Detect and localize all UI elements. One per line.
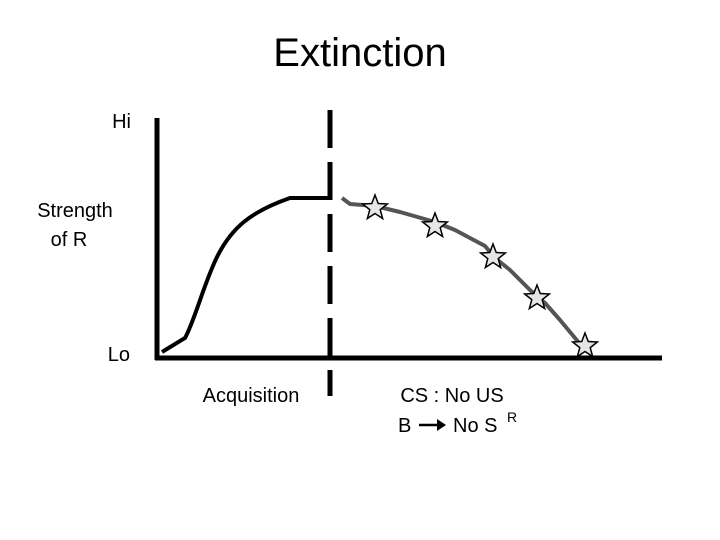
y-axis-label: Strength [37, 200, 113, 222]
trial-star [361, 194, 389, 220]
phase-label: CS : No US [400, 385, 503, 407]
acquisition-curve [160, 196, 330, 354]
y-low-label: Lo [108, 344, 130, 366]
rule-response: B [398, 415, 411, 437]
phase-label: Acquisition [203, 385, 300, 407]
trial-star [421, 212, 449, 238]
title: Extinction [273, 31, 446, 75]
extinction-curve [340, 196, 587, 352]
arrow [419, 419, 446, 431]
y-high-label: Hi [112, 111, 131, 133]
rule-outcome-superscript: R [507, 409, 517, 425]
y-axis-label: of R [51, 229, 88, 251]
rule-outcome: No S [453, 415, 497, 437]
